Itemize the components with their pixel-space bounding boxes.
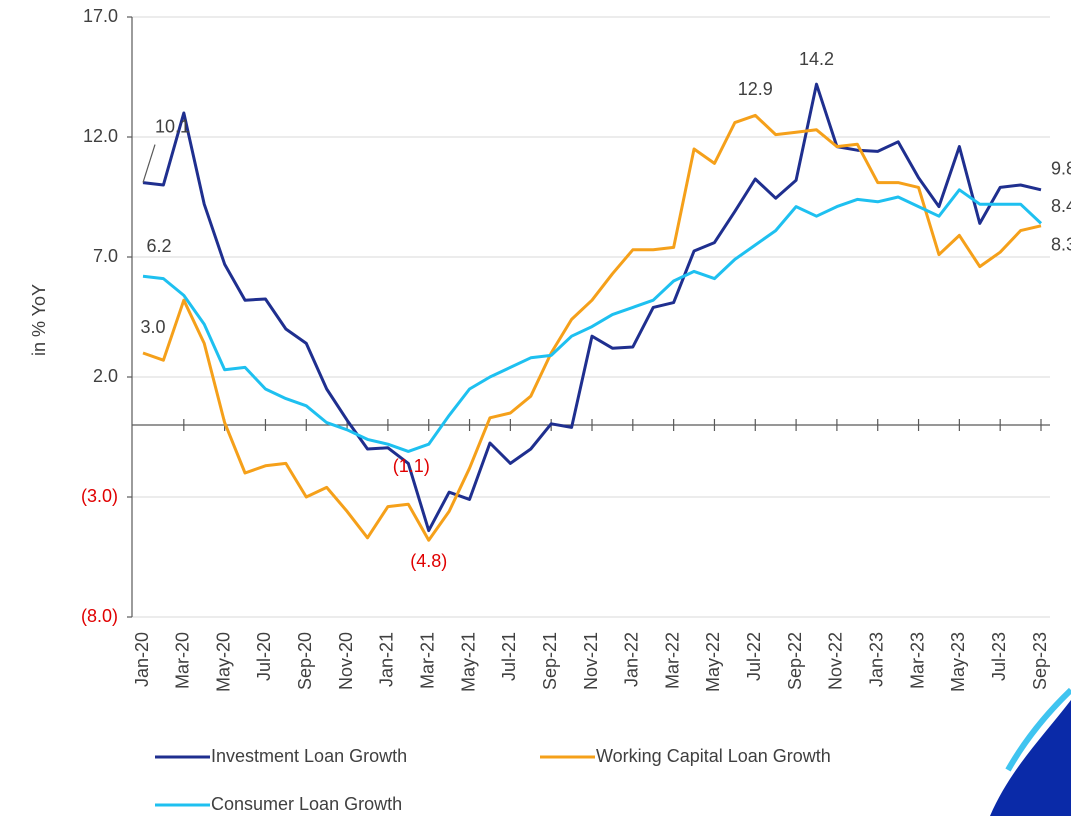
y-tick-label: 2.0 <box>93 366 118 386</box>
series-line <box>142 188 1043 453</box>
series-line <box>142 82 1042 533</box>
x-tick-label: Sep-23 <box>1030 632 1050 690</box>
x-tick-label: Mar-20 <box>173 632 193 689</box>
data-label: 6.2 <box>146 236 171 256</box>
data-label: 10.1 <box>155 116 190 136</box>
y-axis-title: in % YoY <box>29 284 49 356</box>
x-tick-label: Sep-21 <box>540 632 560 690</box>
legend-label: Working Capital Loan Growth <box>596 746 831 766</box>
data-label: 12.9 <box>738 79 773 99</box>
x-tick-label: Jul-21 <box>499 632 519 681</box>
y-tick-label: 7.0 <box>93 246 118 266</box>
data-label: (1.1) <box>393 456 430 476</box>
x-tick-label: Mar-22 <box>662 632 682 689</box>
x-tick-label: Jan-23 <box>866 632 886 687</box>
x-tick-label: Sep-22 <box>785 632 805 690</box>
y-tick-label: (8.0) <box>81 606 118 626</box>
data-label: (4.8) <box>410 551 447 571</box>
series-line <box>142 113 1042 542</box>
x-tick-label: Nov-20 <box>336 632 356 690</box>
x-tick-label: Jul-23 <box>989 632 1009 681</box>
x-tick-label: Jan-20 <box>132 632 152 687</box>
x-tick-label: Mar-23 <box>907 632 927 689</box>
data-label: 8.4 <box>1051 196 1071 216</box>
x-tick-label: May-20 <box>213 632 233 692</box>
decoration <box>1005 687 1071 772</box>
leader-line <box>142 144 156 183</box>
x-tick-label: May-23 <box>948 632 968 692</box>
legend-label: Consumer Loan Growth <box>211 794 402 814</box>
y-tick-label: 17.0 <box>83 6 118 26</box>
legend-label: Investment Loan Growth <box>211 746 407 766</box>
data-label: 8.3 <box>1051 235 1071 255</box>
y-tick-label: 12.0 <box>83 126 118 146</box>
x-tick-label: Jan-21 <box>377 632 397 687</box>
x-tick-label: May-22 <box>703 632 723 692</box>
data-label: 3.0 <box>140 317 165 337</box>
x-tick-label: Mar-21 <box>417 632 437 689</box>
x-tick-label: Nov-22 <box>826 632 846 690</box>
x-tick-label: Jul-20 <box>254 632 274 681</box>
x-tick-label: Sep-20 <box>295 632 315 690</box>
decoration <box>990 700 1071 816</box>
x-tick-label: Nov-21 <box>581 632 601 690</box>
data-label: 14.2 <box>799 49 834 69</box>
x-tick-label: Jan-22 <box>622 632 642 687</box>
x-tick-label: Jul-22 <box>744 632 764 681</box>
y-tick-label: (3.0) <box>81 486 118 506</box>
x-tick-label: May-21 <box>458 632 478 692</box>
data-label: 9.8 <box>1051 159 1071 179</box>
